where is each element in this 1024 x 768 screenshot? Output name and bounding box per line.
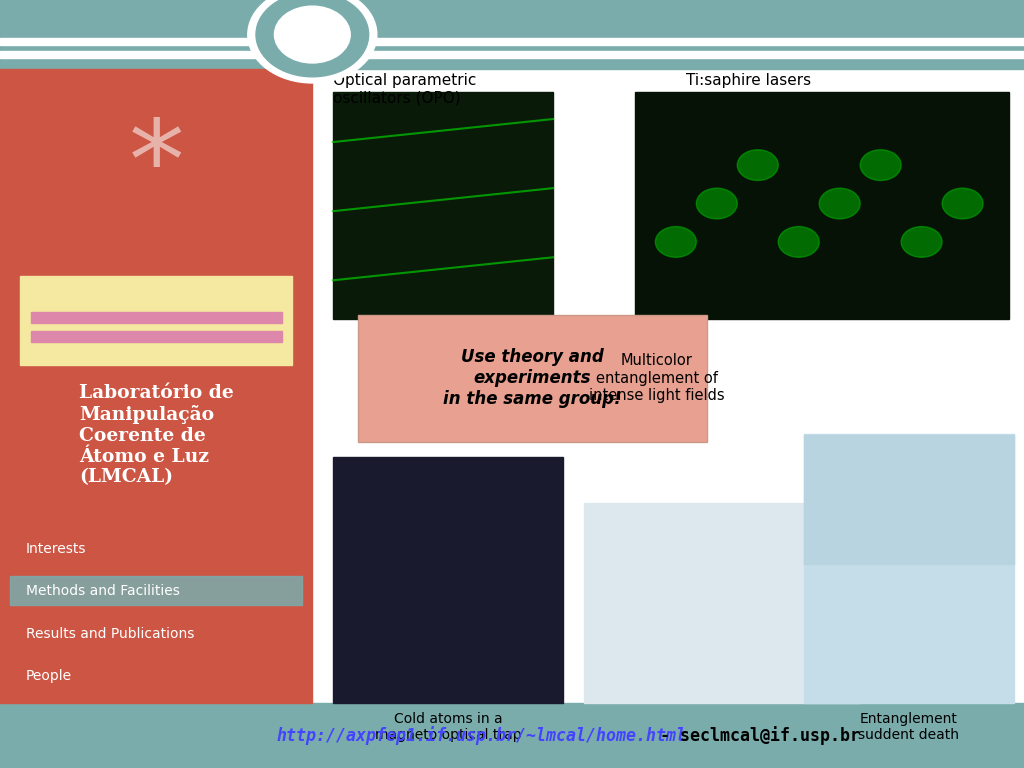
Circle shape [901, 227, 942, 257]
Circle shape [655, 227, 696, 257]
Text: http://axpfep1.if.usp.br/~lmcal/home.html: http://axpfep1.if.usp.br/~lmcal/home.htm… [276, 726, 686, 745]
Text: Laboratório de
Manipulação
Coerente de
Átomo e Luz
(LMCAL): Laboratório de Manipulação Coerente de Á… [79, 384, 233, 486]
Text: Multicolor
entanglement of
intense light fields: Multicolor entanglement of intense light… [589, 353, 724, 403]
Text: *: * [128, 115, 184, 223]
Circle shape [942, 188, 983, 219]
Bar [31, 331, 282, 342]
Text: Use theory and
experiments
in the same group!: Use theory and experiments in the same g… [443, 349, 622, 408]
Text: Entanglement
suddent death: Entanglement suddent death [858, 712, 959, 742]
Circle shape [860, 150, 901, 180]
Text: Results and Publications: Results and Publications [26, 627, 194, 641]
Bar [804, 435, 1014, 564]
Bar [0, 703, 1024, 768]
Text: Ti:saphire lasers: Ti:saphire lasers [686, 73, 811, 88]
Bar [31, 312, 282, 323]
FancyBboxPatch shape [358, 315, 707, 442]
Circle shape [819, 188, 860, 219]
Bar [20, 276, 292, 365]
Bar [584, 503, 860, 703]
Text: Cold atoms in a
magneto optical trap: Cold atoms in a magneto optical trap [375, 712, 521, 742]
Bar [333, 457, 563, 703]
Bar [333, 92, 553, 319]
Bar [0, 51, 1024, 58]
Bar [635, 92, 1009, 319]
Text: Interests: Interests [26, 542, 86, 556]
Circle shape [274, 6, 350, 63]
Circle shape [696, 188, 737, 219]
Text: - seclmcal@if.usp.br: - seclmcal@if.usp.br [650, 726, 860, 745]
Circle shape [737, 150, 778, 180]
Circle shape [248, 0, 377, 83]
Bar [0, 0, 1024, 69]
Text: People: People [26, 669, 72, 683]
Bar [10, 576, 302, 605]
Circle shape [256, 0, 369, 77]
Bar [0, 69, 312, 703]
Text: Optical parametric
oscillators (OPO): Optical parametric oscillators (OPO) [333, 73, 476, 105]
Circle shape [778, 227, 819, 257]
Text: Methods and Facilities: Methods and Facilities [26, 584, 179, 598]
Bar [0, 38, 1024, 45]
Bar [804, 434, 1014, 703]
